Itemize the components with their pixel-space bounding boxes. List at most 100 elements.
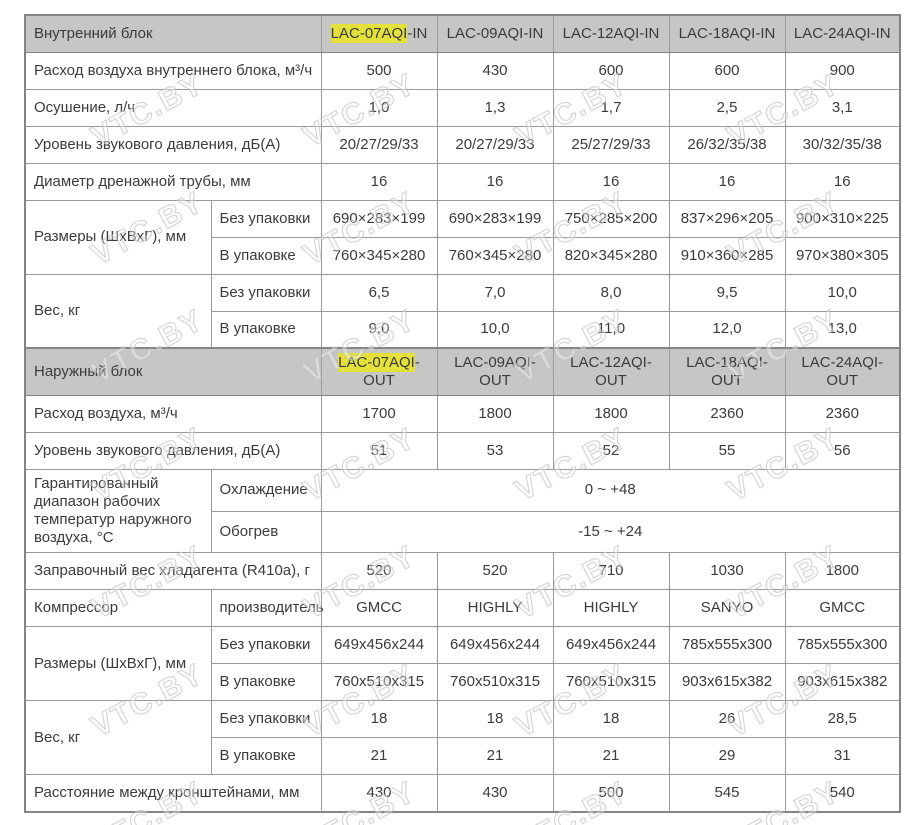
- value-cell: SANYO: [668, 589, 786, 627]
- table-row: Уровень звукового давления, дБ(А) 20/27/2…: [24, 125, 901, 164]
- value-cell: HIGHLY: [552, 589, 670, 627]
- value-cell: 12,0: [668, 310, 786, 349]
- row-sublabel: Без упаковки: [210, 700, 322, 738]
- model-header: LAC-07AQI-OUT: [320, 347, 438, 396]
- value-cell: 900×310×225: [784, 199, 901, 238]
- value-cell: 10,0: [784, 273, 901, 312]
- value-cell: 1800: [784, 552, 901, 590]
- model-header: LAC-18AQI-OUT: [668, 347, 786, 396]
- value-cell: 21: [320, 737, 438, 775]
- value-cell: 900: [784, 51, 901, 90]
- value-cell: 649x456x244: [436, 626, 554, 664]
- table-row: Гарантированный диапазон рабочих темпера…: [24, 469, 901, 553]
- value-cell: 903x615x382: [784, 663, 901, 701]
- row-sublabel: В упаковке: [210, 236, 322, 275]
- value-cell: 520: [320, 552, 438, 590]
- value-cell: 600: [552, 51, 670, 90]
- value-cell: 20/27/29/33: [320, 125, 438, 164]
- value-cell: 520: [436, 552, 554, 590]
- table-row: Расход воздуха, м³/ч 1700 1800 1800 2360 2360: [24, 395, 901, 433]
- value-cell: 970×380×305: [784, 236, 901, 275]
- row-label: Осушение, л/ч: [24, 88, 322, 127]
- value-cell: 13,0: [784, 310, 901, 349]
- table-row: Размеры (ШхВхГ), мм Без упаковки 649x456x2…: [24, 626, 901, 701]
- value-cell: 16: [552, 162, 670, 201]
- table-row: Компрессор производитель GMCC HIGHLY HIGHLY S…: [24, 589, 901, 627]
- value-cell: 55: [668, 432, 786, 470]
- value-cell: 2360: [668, 395, 786, 433]
- value-cell: 540: [784, 774, 901, 812]
- value-cell: 2360: [784, 395, 901, 433]
- value-cell: 903x615x382: [668, 663, 786, 701]
- value-cell: 710: [552, 552, 670, 590]
- value-cell: 1800: [436, 395, 554, 433]
- value-cell: 2,5: [668, 88, 786, 127]
- section-header-row: Внутренний блок LAC-07AQI-IN LAC-09AQI-IN L…: [24, 14, 901, 53]
- row-sublabel: Охлаждение: [210, 469, 322, 512]
- row-label: Расстояние между кронштейнами, мм: [24, 774, 322, 812]
- table-row: В упаковке 760×345×280 760×345×280 820×345×…: [25, 236, 901, 275]
- value-cell: 750×285×200: [552, 199, 670, 238]
- row-sublabel: Без упаковки: [210, 199, 322, 238]
- value-cell: 18: [436, 700, 554, 738]
- value-cell: 500: [552, 774, 670, 812]
- value-cell: 1,3: [436, 88, 554, 127]
- row-sublabel: В упаковке: [210, 663, 322, 701]
- value-cell: 820×345×280: [552, 236, 670, 275]
- table-row: Заправочный вес хладагента (R410a), г 520…: [24, 552, 901, 590]
- value-cell: 18: [552, 700, 670, 738]
- row-label: Компрессор: [24, 589, 212, 627]
- row-sublabel: производитель: [210, 589, 324, 627]
- value-cell: 545: [668, 774, 786, 812]
- model-header: LAC-09AQI-IN: [436, 14, 554, 53]
- value-cell: 500: [320, 51, 438, 90]
- model-header: LAC-18AQI-IN: [668, 14, 786, 53]
- value-cell: 29: [668, 737, 786, 775]
- merged-value-cell: -15 ~ +24: [320, 510, 901, 553]
- model-header: LAC-24AQI-OUT: [784, 347, 901, 396]
- table-row: Расход воздуха внутреннего блока, м³/ч 50…: [24, 51, 901, 90]
- table-row: Осушение, л/ч 1,0 1,3 1,7 2,5 3,1: [24, 88, 901, 127]
- value-cell: 837×296×205: [668, 199, 786, 238]
- model-suffix: -OUT: [363, 354, 420, 389]
- row-sublabel: В упаковке: [210, 737, 322, 775]
- table-row: Обогрев -15 ~ +24: [25, 510, 901, 553]
- value-cell: 430: [436, 51, 554, 90]
- value-cell: 760×345×280: [320, 236, 438, 275]
- row-label: Размеры (ШхВхГ), мм: [24, 199, 212, 275]
- value-cell: 21: [552, 737, 670, 775]
- model-header: LAC-09AQI-OUT: [436, 347, 554, 396]
- value-cell: 760x510x315: [552, 663, 670, 701]
- value-cell: 10,0: [436, 310, 554, 349]
- table-row: В упаковке 9,0 10,0 11,0 12,0 13,0: [25, 310, 901, 349]
- value-cell: 9,0: [320, 310, 438, 349]
- value-cell: 760x510x315: [320, 663, 438, 701]
- row-sublabel: В упаковке: [210, 310, 322, 349]
- merged-value-cell: 0 ~ +48: [320, 469, 901, 512]
- row-label: Диаметр дренажной трубы, мм: [24, 162, 322, 201]
- value-cell: 20/27/29/33: [436, 125, 554, 164]
- model-header: LAC-12AQI-OUT: [552, 347, 670, 396]
- value-cell: GMCC: [320, 589, 438, 627]
- value-cell: 690×283×199: [436, 199, 554, 238]
- value-cell: 1,0: [320, 88, 438, 127]
- row-label: Вес, кг: [24, 273, 212, 349]
- value-cell: 31: [784, 737, 901, 775]
- value-cell: 28,5: [784, 700, 901, 738]
- table-row: Диаметр дренажной трубы, мм 16 16 16 16 16: [24, 162, 901, 201]
- value-cell: 649x456x244: [552, 626, 670, 664]
- value-cell: 25/27/29/33: [552, 125, 670, 164]
- row-label: Гарантированный диапазон рабочих темпера…: [24, 469, 212, 553]
- value-cell: 6,5: [320, 273, 438, 312]
- section-title: Наружный блок: [24, 347, 322, 396]
- table-row: Вес, кг Без упаковки 18 18 18 26 28,5: [24, 700, 901, 775]
- value-cell: 53: [436, 432, 554, 470]
- table-row: Размеры (ШхВхГ), мм Без упаковки 690×283×1…: [24, 199, 901, 275]
- value-cell: 3,1: [784, 88, 901, 127]
- value-cell: 16: [320, 162, 438, 201]
- value-cell: 760×345×280: [436, 236, 554, 275]
- value-cell: 760x510x315: [436, 663, 554, 701]
- value-cell: 56: [784, 432, 901, 470]
- value-cell: 600: [668, 51, 786, 90]
- value-cell: 16: [436, 162, 554, 201]
